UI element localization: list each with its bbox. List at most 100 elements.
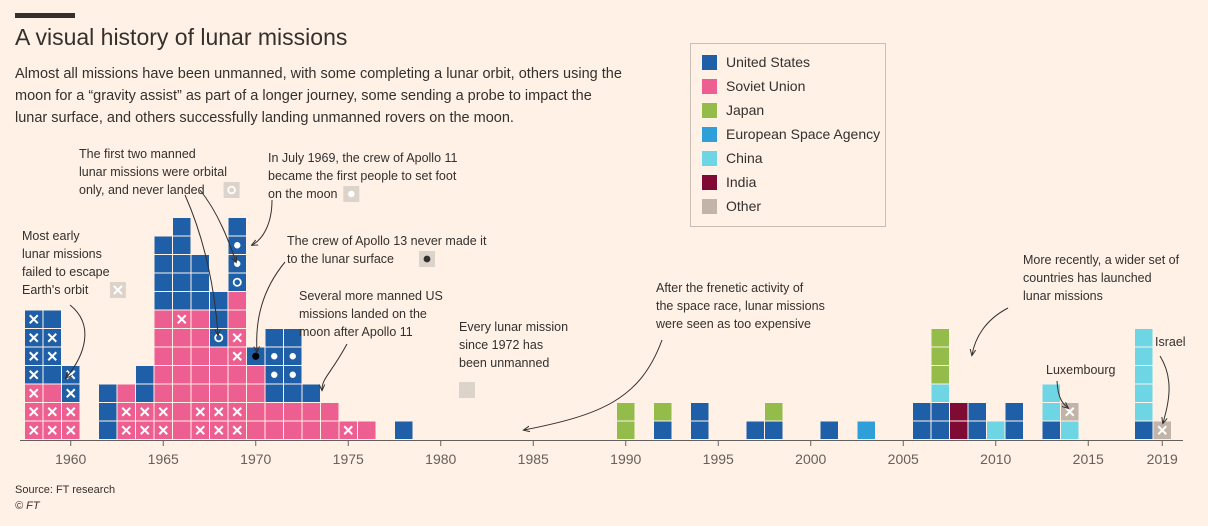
- annotation-line: After the frenetic activity of: [656, 281, 804, 295]
- chart-title: A visual history of lunar missions: [15, 24, 348, 50]
- failed-marker: [29, 314, 39, 324]
- mission-square: [173, 347, 191, 365]
- annotation: The crew of Apollo 13 never made it to th…: [287, 234, 487, 266]
- failed-marker: [140, 407, 150, 417]
- mission-square: [321, 403, 339, 421]
- mission-square: [1005, 403, 1023, 421]
- annotation-line: Earth's orbit: [22, 283, 89, 297]
- failed-marker: [47, 351, 57, 361]
- annotation-line: became the first people to set foot: [268, 169, 457, 183]
- annotation-line: on the moon: [268, 187, 338, 201]
- mission-square: [302, 403, 320, 421]
- annotation-key-o: [227, 185, 236, 195]
- mission-square: [210, 310, 228, 328]
- x-tick-label: 1975: [333, 451, 364, 467]
- failed-marker: [66, 407, 76, 417]
- landed-marker: [234, 260, 241, 267]
- mission-square: [173, 236, 191, 254]
- legend-item: United States: [691, 50, 885, 74]
- mission-square: [191, 310, 209, 328]
- annotation-arrow: [252, 199, 273, 245]
- mission-square: [302, 384, 320, 402]
- mission-square: [117, 384, 135, 402]
- legend-label: Soviet Union: [726, 78, 806, 94]
- annotation-key: [459, 382, 475, 398]
- failed-marker: [177, 314, 187, 324]
- mission-square: [43, 366, 61, 384]
- legend-swatch: [702, 78, 717, 94]
- mission-square: [173, 403, 191, 421]
- mission-square: [284, 329, 302, 347]
- landed-marker: [271, 353, 278, 360]
- annotation-line: failed to escape: [22, 265, 110, 279]
- annotation-line: In July 1969, the crew of Apollo 11: [268, 151, 458, 165]
- legend: United States Soviet Union Japan European S…: [690, 43, 886, 227]
- annotation: Israel: [1155, 335, 1186, 349]
- annotation-arrow: [1056, 380, 1068, 408]
- mission-square: [765, 421, 783, 439]
- mission-square: [691, 421, 709, 439]
- mission-square: [931, 403, 949, 421]
- mission-square: [247, 366, 265, 384]
- source-note: Source: FT research: [15, 484, 116, 496]
- failed-marker: [343, 425, 353, 435]
- annotation: Several more manned US missions landed on…: [299, 289, 443, 339]
- mission-square: [1135, 403, 1153, 421]
- annotation-line: the space race, lunar missions: [656, 299, 825, 313]
- mission-square: [654, 421, 672, 439]
- mission-square: [1135, 366, 1153, 384]
- x-tick-label: 2010: [980, 451, 1011, 467]
- mission-square: [1042, 403, 1060, 421]
- annotation-line: moon after Apollo 11: [299, 325, 413, 339]
- annotation: Most early lunar missions failed to escape…: [22, 229, 110, 297]
- legend-swatch: [702, 150, 717, 166]
- annotation-line: to the lunar surface: [287, 252, 394, 266]
- mission-square: [154, 366, 172, 384]
- legend-label: India: [726, 174, 757, 190]
- mission-square: [617, 421, 635, 439]
- mission-square: [210, 366, 228, 384]
- mission-square: [746, 421, 764, 439]
- annotation-arrow: [257, 261, 286, 352]
- annotation-arrow: [1159, 355, 1170, 423]
- failed-marker: [1157, 425, 1167, 435]
- mission-square: [191, 347, 209, 365]
- mission-square: [931, 347, 949, 365]
- legend-label: United States: [726, 54, 811, 70]
- mission-square: [913, 421, 931, 439]
- legend-item: European Space Agency: [691, 122, 885, 146]
- mission-square: [1061, 421, 1079, 439]
- mission-square: [284, 384, 302, 402]
- failed-marker: [29, 370, 39, 380]
- failed-marker: [140, 425, 150, 435]
- mission-square: [950, 403, 968, 421]
- annotation: The first two manned lunar missions were …: [79, 147, 227, 197]
- mission-square: [987, 421, 1005, 439]
- annotation-line: countries has launched: [1023, 271, 1152, 285]
- mission-square: [210, 384, 228, 402]
- mission-square: [931, 421, 949, 439]
- mission-square: [191, 292, 209, 310]
- mission-square: [691, 403, 709, 421]
- mission-square: [173, 218, 191, 236]
- failed-marker: [158, 425, 168, 435]
- mission-square: [191, 255, 209, 273]
- annotation-arrow: [66, 304, 86, 378]
- x-tick-label: 2000: [795, 451, 826, 467]
- failed-marker: [47, 333, 57, 343]
- mission-square: [154, 236, 172, 254]
- x-tick-label: 2005: [888, 451, 919, 467]
- mission-square: [228, 292, 246, 310]
- x-tick-label: 1995: [703, 451, 734, 467]
- mission-square: [931, 366, 949, 384]
- mission-square: [136, 366, 154, 384]
- mission-square: [99, 384, 117, 402]
- mission-square: [173, 292, 191, 310]
- x-tick-label: 1985: [518, 451, 549, 467]
- landed-marker: [289, 371, 296, 378]
- annotation-line: The first two manned: [79, 147, 196, 161]
- failed-marker: [214, 407, 224, 417]
- title-rule: [15, 13, 75, 18]
- mission-square: [99, 421, 117, 439]
- mission-square: [1005, 421, 1023, 439]
